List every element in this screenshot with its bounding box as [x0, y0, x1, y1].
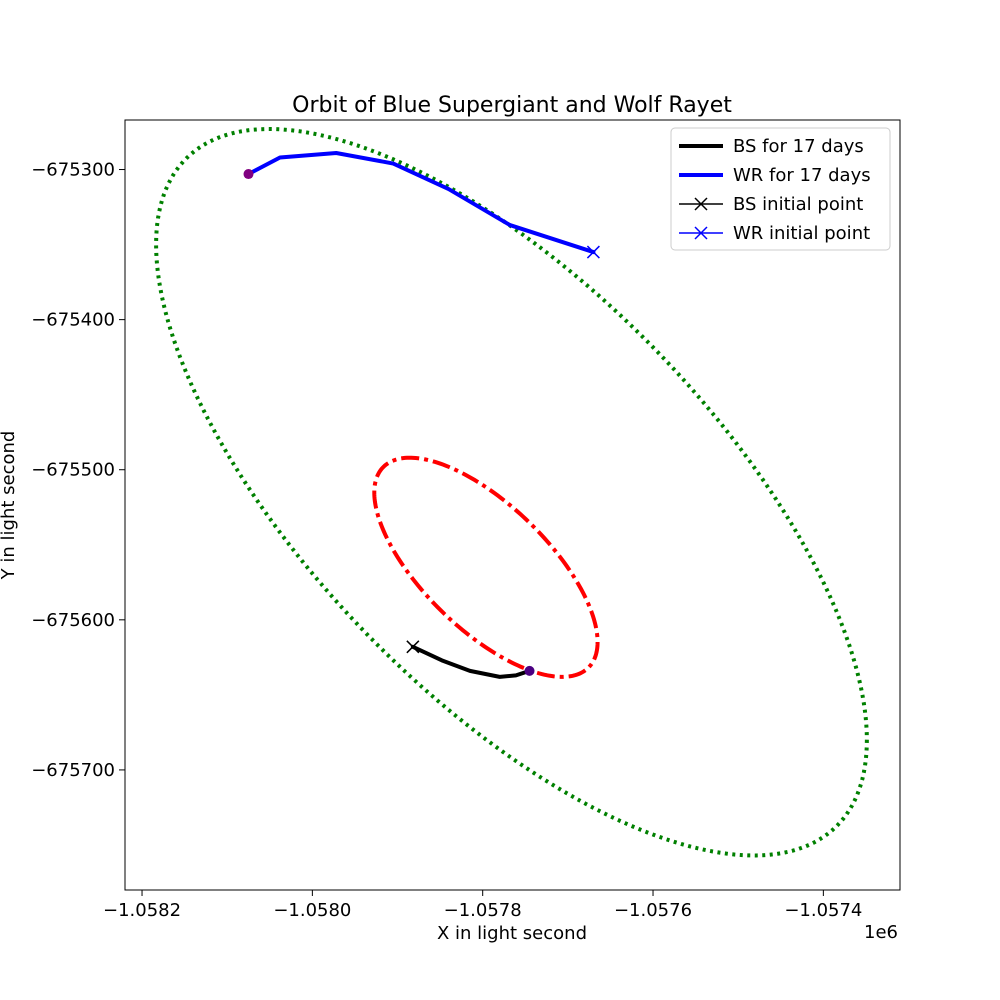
- wr-initial-point-marker: [586, 245, 600, 259]
- legend-label: BS for 17 days: [733, 136, 864, 157]
- wr-orbit-path: [154, 127, 869, 858]
- bs-orbit-path: [372, 455, 600, 679]
- y-axis-label: Y in light second: [0, 431, 19, 581]
- y-tick-label: −675500: [31, 460, 115, 481]
- x-axis-offset-label: 1e6: [864, 922, 898, 943]
- wr-final-point: [243, 169, 254, 180]
- legend-entry-wr-orbit: WR for 17 days: [679, 165, 871, 186]
- x-axis-label: X in light second: [437, 923, 587, 944]
- legend-entry-wr-initial: WR initial point: [679, 223, 870, 244]
- x-tick-label: −1.0574: [784, 900, 862, 921]
- y-tick-label: −675400: [31, 310, 115, 331]
- legend-label: BS initial point: [733, 194, 863, 215]
- legend-entry-bs-initial: BS initial point: [679, 194, 863, 215]
- legend-entry-bs-orbit: BS for 17 days: [679, 136, 864, 157]
- chart-title: Orbit of Blue Supergiant and Wolf Rayet: [292, 93, 732, 118]
- legend-x-marker-icon: [694, 197, 708, 211]
- y-tick-label: −675300: [31, 160, 115, 181]
- x-tick-label: −1.0582: [103, 900, 181, 921]
- plot-frame: [124, 119, 901, 891]
- legend-box: [670, 127, 891, 251]
- legend-x-marker-icon: [694, 226, 708, 240]
- legend: BS for 17 days WR for 17 days BS initial…: [670, 127, 891, 251]
- wr-17day-segment: [246, 151, 596, 255]
- x-tick-label: −1.0576: [614, 900, 692, 921]
- bs-17day-segment: [410, 644, 532, 679]
- bs-initial-point-marker: [406, 640, 420, 654]
- x-axis: −1.0582 −1.0580 −1.0578 −1.0576 −1.0574: [103, 890, 862, 921]
- legend-label: WR for 17 days: [733, 165, 871, 186]
- plot-content: [154, 127, 869, 858]
- legend-label: WR initial point: [733, 223, 870, 244]
- x-tick-label: −1.0578: [444, 900, 522, 921]
- y-axis: −675300 −675400 −675500 −675600 −675700: [31, 160, 125, 781]
- x-tick-label: −1.0580: [273, 900, 351, 921]
- bs-final-point: [524, 665, 535, 676]
- y-tick-label: −675600: [31, 610, 115, 631]
- y-tick-label: −675700: [31, 760, 115, 781]
